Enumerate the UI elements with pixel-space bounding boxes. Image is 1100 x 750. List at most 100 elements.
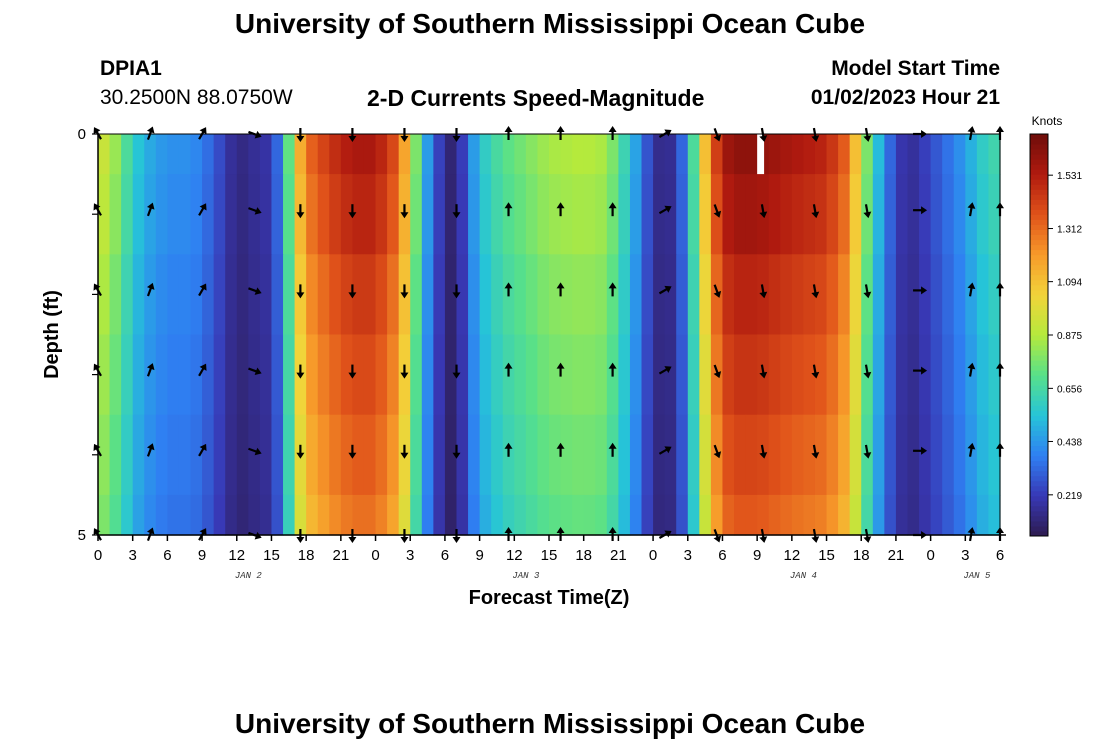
heatmap-cell bbox=[572, 334, 585, 416]
heatmap-cell bbox=[942, 414, 955, 496]
current-arrow bbox=[608, 362, 617, 377]
current-arrow bbox=[348, 128, 357, 142]
heatmap-cell bbox=[653, 334, 666, 416]
heatmap-cell bbox=[895, 494, 909, 536]
heatmap-cell bbox=[745, 254, 758, 336]
x-tick-label: 15 bbox=[818, 547, 835, 564]
heatmap-cell bbox=[549, 414, 562, 496]
heatmap-cell bbox=[514, 174, 527, 255]
heatmap-cell bbox=[375, 254, 388, 336]
heatmap-cell bbox=[178, 174, 192, 255]
current-arrow bbox=[348, 284, 357, 299]
heatmap-cell bbox=[919, 334, 932, 416]
heatmap-cell bbox=[259, 414, 273, 496]
heatmap-cell bbox=[283, 174, 296, 255]
heatmap-cell bbox=[907, 174, 920, 255]
colorbar-segment bbox=[1030, 410, 1048, 416]
heatmap-cell bbox=[976, 174, 990, 255]
heatmap-cell bbox=[387, 174, 400, 255]
heatmap-cell bbox=[479, 494, 492, 536]
heatmap-cell bbox=[595, 134, 608, 175]
heatmap-cell bbox=[734, 254, 747, 336]
colorbar-segment bbox=[1030, 385, 1048, 391]
heatmap-cell bbox=[468, 414, 481, 496]
heatmap-cell bbox=[213, 414, 226, 496]
heatmap-cell bbox=[814, 494, 828, 536]
heatmap-cell bbox=[479, 254, 492, 336]
current-arrow bbox=[198, 127, 207, 140]
heatmap-cell bbox=[144, 254, 157, 336]
colorbar-tick-label: 1.312 bbox=[1057, 225, 1082, 236]
heatmap-cell bbox=[618, 494, 631, 536]
heatmap-cell bbox=[641, 414, 654, 496]
current-arrow bbox=[400, 444, 409, 459]
station-location: 30.2500N 88.0750W bbox=[100, 86, 293, 109]
heatmap-cell bbox=[121, 174, 134, 255]
heatmap-cell bbox=[872, 414, 885, 496]
heatmap-cell bbox=[317, 494, 330, 536]
heatmap-cell bbox=[942, 174, 955, 255]
heatmap-cell bbox=[849, 414, 862, 496]
colorbar-segment bbox=[1030, 144, 1048, 150]
heatmap-cell bbox=[606, 134, 619, 175]
colorbar-segment bbox=[1030, 284, 1048, 291]
heatmap-cell bbox=[479, 134, 492, 175]
heatmap-cell bbox=[433, 494, 446, 536]
x-tick-label: 21 bbox=[888, 547, 905, 564]
heatmap-cell bbox=[780, 334, 793, 416]
heatmap-cell bbox=[757, 494, 770, 536]
colorbar-segment bbox=[1030, 234, 1048, 241]
chart-subtitle: 2-D Currents Speed-Magnitude bbox=[367, 85, 705, 111]
heatmap-cell bbox=[745, 414, 758, 496]
heatmap-cell bbox=[629, 494, 643, 536]
heatmap-cell bbox=[583, 134, 596, 175]
heatmap-cell bbox=[421, 254, 434, 336]
heatmap-cell bbox=[826, 494, 839, 536]
heatmap-cell bbox=[306, 174, 319, 255]
heatmap-cell bbox=[387, 134, 400, 175]
current-arrow bbox=[504, 202, 513, 217]
heatmap-cell bbox=[583, 174, 596, 255]
heatmap-cell bbox=[699, 254, 712, 336]
heatmap-cell bbox=[791, 174, 805, 255]
current-arrow bbox=[967, 362, 976, 377]
date-label: JAN 3 bbox=[512, 571, 540, 581]
heatmap-cell bbox=[248, 254, 261, 336]
current-arrow bbox=[296, 204, 305, 219]
heatmap-cell bbox=[121, 334, 134, 416]
heatmap-cell bbox=[687, 134, 700, 175]
colorbar-segment bbox=[1030, 390, 1048, 396]
heatmap-cell bbox=[572, 254, 585, 336]
colorbar-segment bbox=[1030, 380, 1048, 386]
heatmap-cell bbox=[664, 494, 677, 536]
current-arrow bbox=[658, 285, 672, 295]
colorbar-segment bbox=[1030, 375, 1048, 381]
heatmap-cell bbox=[872, 494, 885, 536]
colorbar-segment bbox=[1030, 365, 1048, 371]
current-arrow bbox=[863, 204, 872, 219]
current-arrow bbox=[504, 442, 513, 457]
heatmap-cell bbox=[803, 254, 816, 336]
heatmap-cell bbox=[780, 134, 793, 175]
heatmap-cell bbox=[549, 254, 562, 336]
heatmap-cell bbox=[283, 134, 296, 175]
heatmap-cell bbox=[676, 134, 689, 175]
heatmap-cell bbox=[560, 494, 573, 536]
colorbar-segment bbox=[1030, 199, 1048, 205]
x-tick-label: 0 bbox=[649, 547, 657, 564]
station-id: DPIA1 bbox=[100, 57, 162, 80]
current-arrow bbox=[146, 363, 155, 377]
heatmap-cell bbox=[155, 334, 168, 416]
colorbar-segment bbox=[1030, 229, 1048, 235]
heatmap-cell bbox=[144, 134, 157, 175]
heatmap-cell bbox=[653, 254, 666, 336]
colorbar-segment bbox=[1030, 455, 1048, 462]
heatmap-cell bbox=[155, 174, 168, 255]
heatmap-cell bbox=[930, 134, 943, 175]
x-axis: 0 3 6 9 12 15 18 21 0 3 6 9 12 15 18 21 0 3 6 9 12 15 18 21 0 3 6J… bbox=[94, 534, 1006, 581]
colorbar-segment bbox=[1030, 355, 1048, 361]
colorbar-tick-label: 0.875 bbox=[1057, 331, 1082, 342]
heatmap-cell bbox=[595, 254, 608, 336]
x-tick-label: 18 bbox=[298, 547, 315, 564]
